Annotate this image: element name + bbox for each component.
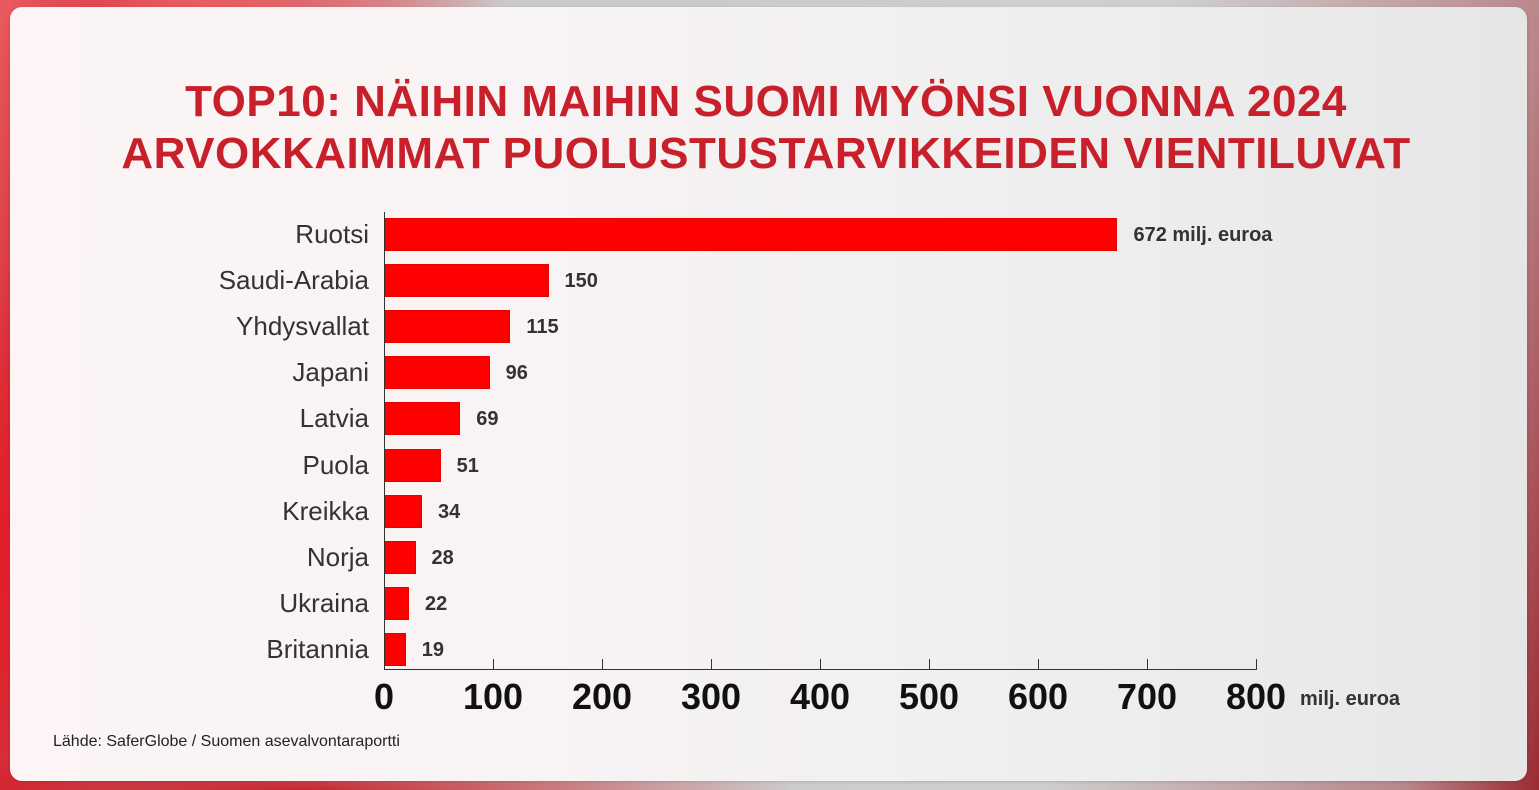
category-label: Norja xyxy=(306,541,369,572)
bar xyxy=(385,310,511,344)
value-label: 672 milj. euroa xyxy=(1133,224,1273,246)
category-label: Britannia xyxy=(266,633,369,664)
x-tick-label: 700 xyxy=(1116,676,1178,717)
category-label: Puola xyxy=(302,449,370,480)
x-tick-label: 100 xyxy=(462,676,524,717)
value-label: 150 xyxy=(564,270,598,293)
value-label: 51 xyxy=(456,454,479,477)
value-label: 22 xyxy=(424,592,448,615)
value-label: 69 xyxy=(476,408,499,431)
x-tick-label: 600 xyxy=(1007,676,1069,717)
x-tick-label: 500 xyxy=(898,676,960,717)
bar xyxy=(385,356,490,390)
category-label: Ruotsi xyxy=(295,219,369,249)
x-tick xyxy=(929,659,930,670)
category-label: Latvia xyxy=(299,403,369,434)
value-label: 19 xyxy=(421,638,444,661)
x-tick-label: 800 xyxy=(1225,676,1287,717)
category-label: Ukraina xyxy=(279,587,369,618)
x-tick-label: 400 xyxy=(789,676,851,717)
chart-card xyxy=(10,7,1527,781)
value-label: 28 xyxy=(431,546,454,569)
x-axis-unit-label: milj. euroa xyxy=(1300,688,1401,710)
category-label: Kreikka xyxy=(282,495,369,526)
bar xyxy=(385,586,409,620)
bar xyxy=(385,218,1118,251)
value-label: 115 xyxy=(526,316,559,339)
x-tick xyxy=(820,659,821,670)
x-tick-label: 300 xyxy=(680,676,742,717)
x-tick xyxy=(1256,659,1257,670)
x-tick xyxy=(711,659,712,670)
category-label: Yhdysvallat xyxy=(236,311,369,342)
title-line-1: TOP10: NÄIHIN MAIHIN SUOMI MYÖNSI VUONNA… xyxy=(185,77,1347,126)
chart-title: TOP10: NÄIHIN MAIHIN SUOMI MYÖNSI VUONNA… xyxy=(0,76,1532,180)
value-label: 34 xyxy=(438,500,461,523)
bar xyxy=(385,540,416,574)
y-axis xyxy=(384,212,385,670)
category-label: Saudi-Arabia xyxy=(218,265,369,296)
x-tick xyxy=(1147,659,1148,670)
category-label: Japani xyxy=(292,357,369,388)
bar xyxy=(385,264,549,298)
x-tick xyxy=(602,659,603,670)
bar xyxy=(385,494,423,528)
bar xyxy=(385,402,461,436)
x-tick-label: 0 xyxy=(373,676,395,717)
x-tick-label: 200 xyxy=(571,676,633,717)
x-tick xyxy=(1038,659,1039,670)
value-label: 96 xyxy=(505,362,528,385)
bar xyxy=(385,632,406,666)
x-tick xyxy=(493,659,494,670)
source-note: Lähde: SaferGlobe / Suomen asevalvontara… xyxy=(53,733,400,750)
bar xyxy=(385,448,441,482)
title-line-2: ARVOKKAIMMAT PUOLUSTUSTARVIKKEIDEN VIENT… xyxy=(121,129,1411,178)
